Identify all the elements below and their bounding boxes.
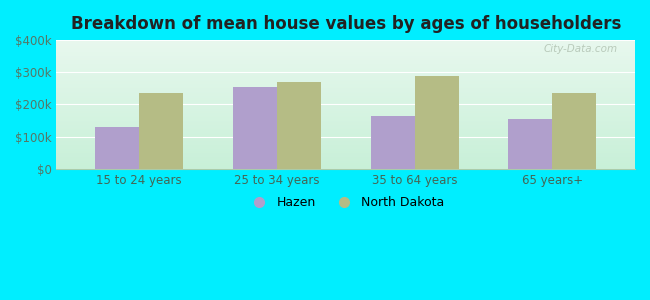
Bar <box>552 93 597 169</box>
Bar <box>233 87 277 169</box>
Bar <box>277 82 321 169</box>
Bar <box>415 76 459 169</box>
Bar <box>370 116 415 169</box>
Text: City-Data.com: City-Data.com <box>543 44 618 54</box>
Bar <box>95 127 139 169</box>
Legend: Hazen, North Dakota: Hazen, North Dakota <box>242 191 450 214</box>
Title: Breakdown of mean house values by ages of householders: Breakdown of mean house values by ages o… <box>71 15 621 33</box>
Bar <box>139 93 183 169</box>
Bar <box>508 119 552 169</box>
